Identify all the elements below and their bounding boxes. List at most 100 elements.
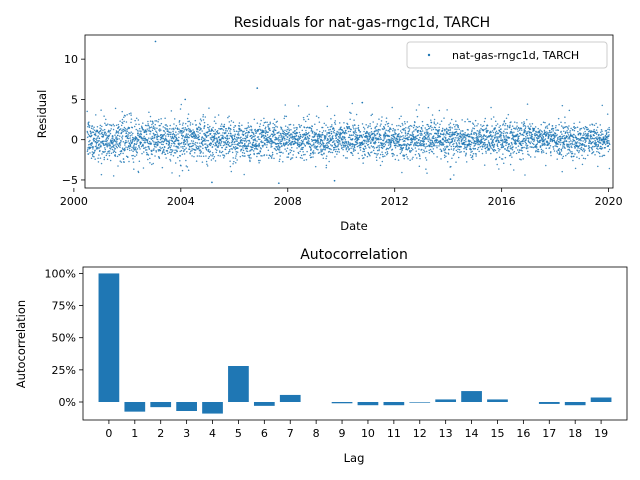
residual-point xyxy=(187,133,189,135)
residual-point xyxy=(86,136,89,139)
residual-point xyxy=(508,136,511,139)
residual-point xyxy=(240,141,242,144)
residual-point xyxy=(148,137,150,139)
residual-point xyxy=(389,147,391,149)
residual-point xyxy=(202,119,205,121)
residual-point xyxy=(133,149,136,151)
x-tick-label: 8 xyxy=(313,427,320,440)
residual-point xyxy=(178,136,180,139)
residual-point xyxy=(241,130,243,132)
residual-point xyxy=(248,140,251,142)
residual-point xyxy=(293,127,295,129)
residual-point xyxy=(167,135,170,137)
residual-point xyxy=(206,139,208,142)
residual-point xyxy=(494,149,497,152)
residual-point xyxy=(115,144,117,146)
residual-point xyxy=(606,142,609,145)
residual-point xyxy=(379,125,382,127)
residual-point xyxy=(102,134,105,136)
residual-point xyxy=(589,140,592,143)
residual-point xyxy=(351,134,353,137)
residual-point xyxy=(456,151,459,153)
residual-point xyxy=(536,147,538,149)
residual-point xyxy=(431,114,434,116)
residual-point xyxy=(319,134,322,136)
residual-point xyxy=(197,131,199,133)
residual-point xyxy=(208,107,210,109)
residual-point xyxy=(223,141,225,144)
residual-point xyxy=(504,122,507,125)
residual-point xyxy=(588,145,590,147)
residual-point xyxy=(129,137,131,139)
residual-point xyxy=(327,145,330,148)
residual-point xyxy=(93,126,95,129)
residual-point xyxy=(386,152,389,155)
residual-point xyxy=(511,156,513,158)
residual-point xyxy=(98,137,101,139)
residual-point xyxy=(302,154,305,156)
residual-point xyxy=(336,133,339,136)
residual-point xyxy=(456,128,458,131)
residual-points xyxy=(86,40,611,185)
residual-point xyxy=(582,157,585,159)
residual-point xyxy=(298,131,301,134)
residual-point xyxy=(465,152,467,155)
residual-point xyxy=(343,122,345,124)
residual-point xyxy=(274,136,277,138)
residual-point xyxy=(159,146,161,148)
residual-point xyxy=(388,135,391,138)
residual-point xyxy=(261,141,263,144)
residual-point xyxy=(169,160,172,162)
residual-point xyxy=(448,124,450,126)
residual-point xyxy=(141,152,143,155)
residual-point xyxy=(542,121,545,123)
residual-point xyxy=(569,130,571,132)
residual-point xyxy=(356,141,358,143)
residual-point xyxy=(296,147,298,149)
residual-point xyxy=(511,149,514,151)
residual-point xyxy=(100,144,102,147)
residual-point xyxy=(211,146,214,148)
residual-point xyxy=(134,155,136,158)
residual-point xyxy=(500,143,502,146)
residual-point xyxy=(323,136,326,138)
residual-point xyxy=(189,142,191,145)
residual-point xyxy=(169,158,171,161)
residual-point xyxy=(200,145,202,148)
residual-point xyxy=(93,155,95,158)
residual-point xyxy=(444,136,447,139)
residual-point xyxy=(505,134,507,137)
residual-point xyxy=(357,138,360,140)
residual-point xyxy=(301,133,304,136)
residual-point xyxy=(462,137,465,139)
residual-point xyxy=(220,151,223,154)
residual-point xyxy=(141,139,143,141)
residual-point xyxy=(492,131,495,134)
residual-point xyxy=(585,145,587,147)
residual-point xyxy=(259,159,261,162)
residual-point xyxy=(114,154,116,156)
residual-point xyxy=(301,148,304,151)
residual-point xyxy=(275,137,278,139)
residual-point xyxy=(244,135,247,137)
residual-point xyxy=(539,141,541,144)
residual-point xyxy=(271,145,273,148)
residual-point xyxy=(181,137,183,140)
residual-point xyxy=(130,118,133,120)
residual-point xyxy=(515,127,517,129)
residual-point xyxy=(379,144,381,147)
residual-point xyxy=(356,142,359,145)
residual-point xyxy=(191,155,193,157)
residual-point xyxy=(583,128,586,130)
residual-point xyxy=(606,113,609,115)
residual-point xyxy=(450,165,452,168)
residual-point xyxy=(160,143,163,145)
residual-point xyxy=(321,126,324,129)
residual-point xyxy=(397,143,400,145)
residual-point xyxy=(283,142,285,144)
residual-point xyxy=(398,132,400,135)
residual-point xyxy=(319,142,322,145)
residual-point xyxy=(559,135,562,138)
residual-point xyxy=(469,154,472,156)
residual-point xyxy=(353,128,355,130)
